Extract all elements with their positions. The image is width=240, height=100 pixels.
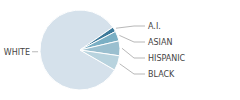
leader-line bbox=[119, 35, 145, 42]
chart: WHITE A.I. ASIAN HISPANIC BLACK bbox=[0, 0, 240, 100]
pie-slice bbox=[80, 50, 120, 70]
slice-label: BLACK bbox=[148, 70, 175, 79]
leader-line bbox=[122, 48, 145, 58]
leader-line bbox=[32, 51, 38, 52]
leader-line bbox=[120, 64, 145, 74]
pie bbox=[40, 10, 120, 90]
slice-label: HISPANIC bbox=[148, 54, 186, 63]
slice-label: ASIAN bbox=[148, 38, 172, 47]
leader-line bbox=[116, 26, 145, 28]
labels: WHITE A.I. ASIAN HISPANIC BLACK bbox=[4, 22, 186, 79]
slice-label: WHITE bbox=[4, 48, 30, 57]
slice-label: A.I. bbox=[148, 22, 161, 31]
